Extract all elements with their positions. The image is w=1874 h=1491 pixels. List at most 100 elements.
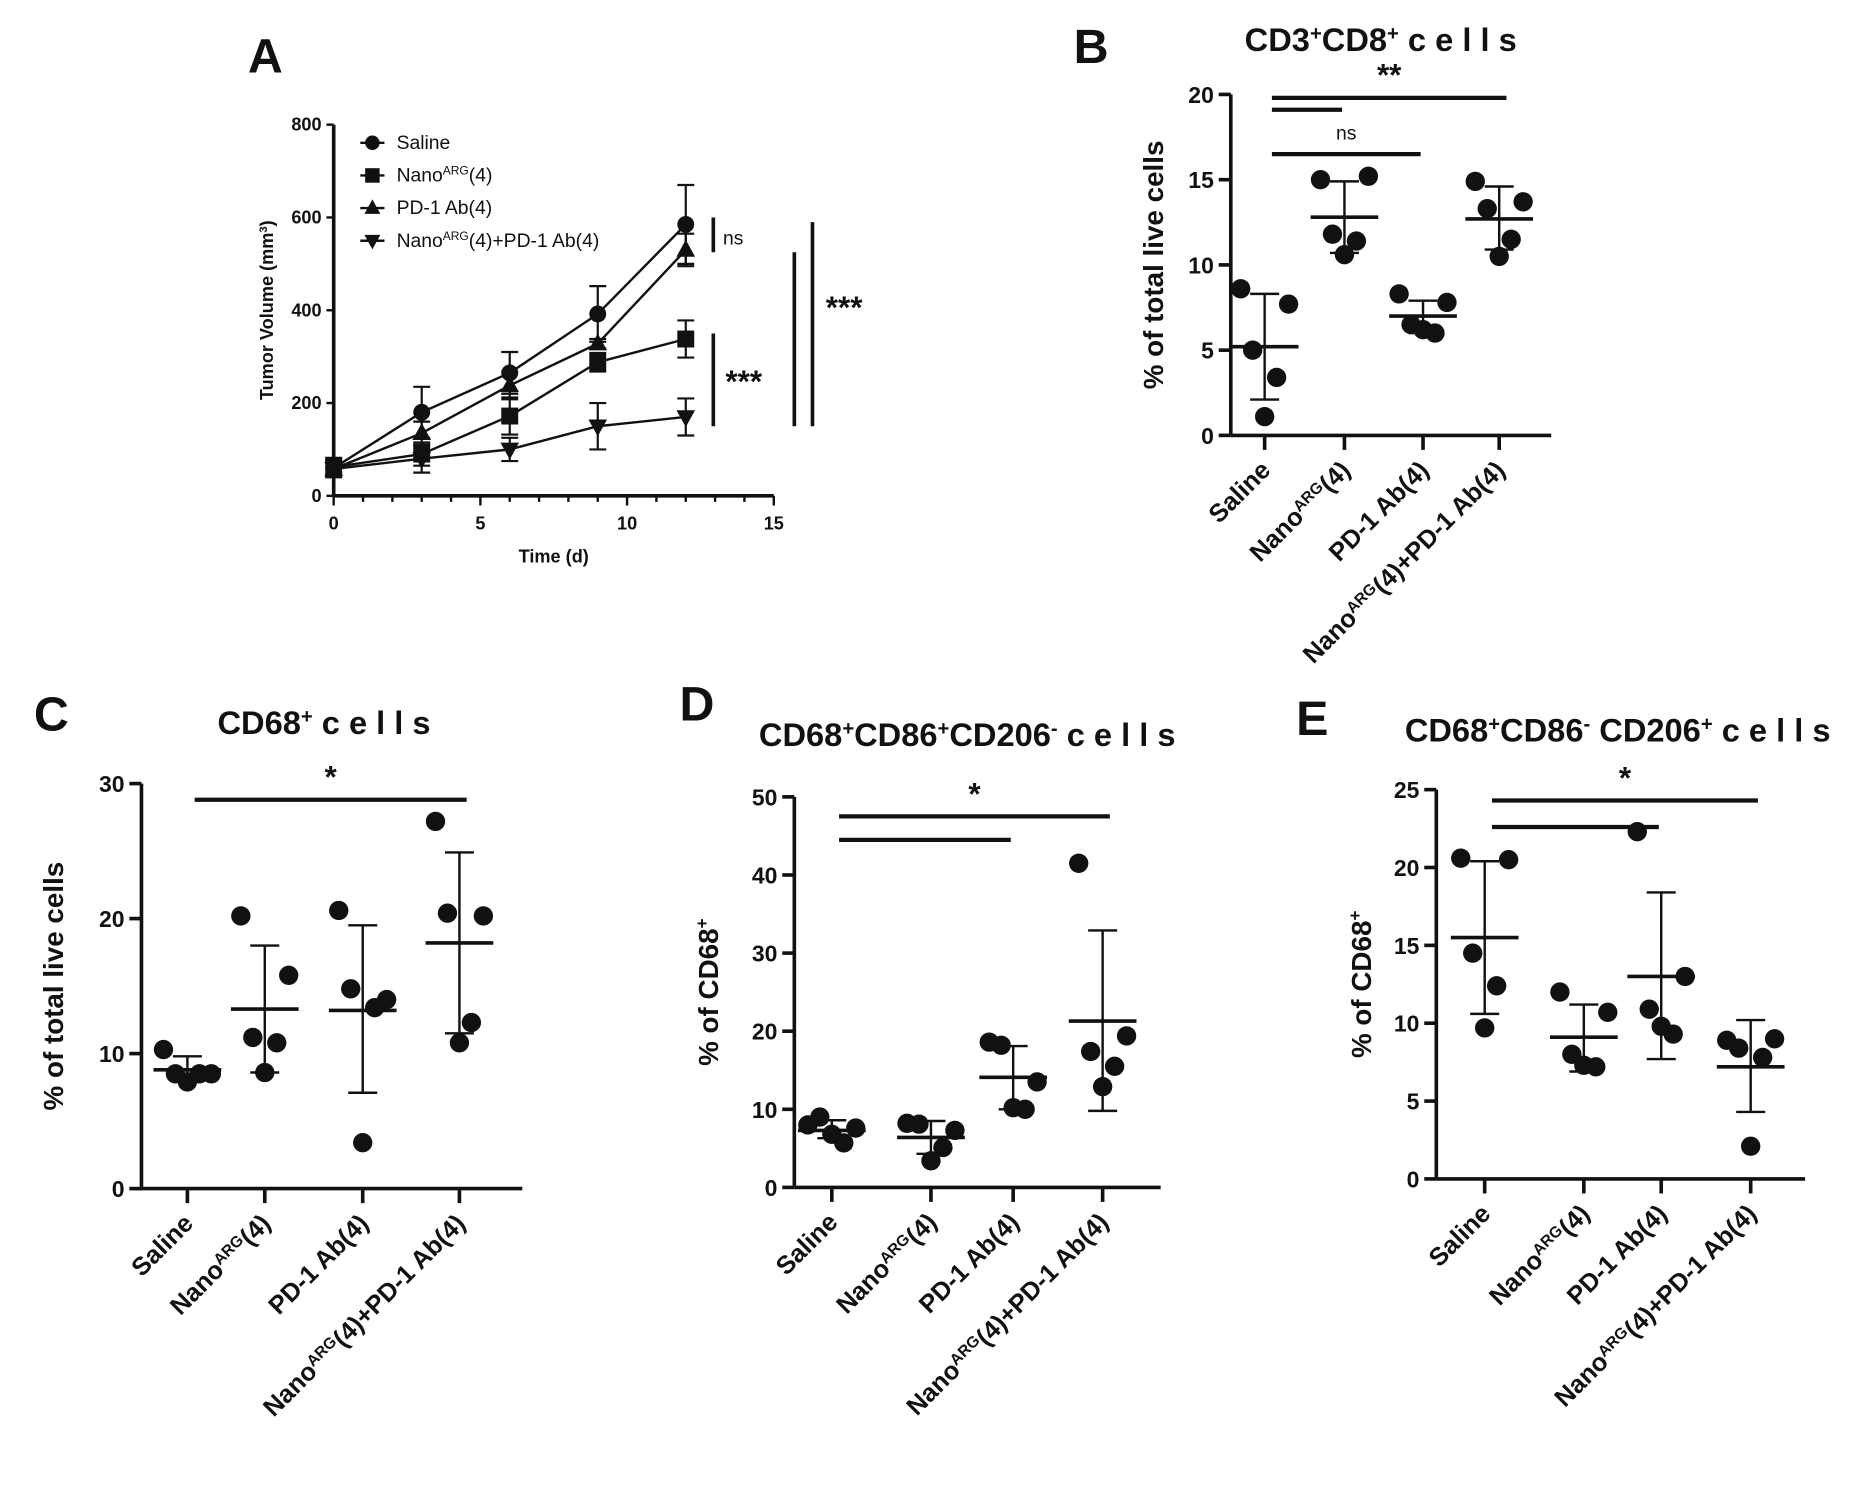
data-point bbox=[1231, 279, 1251, 299]
data-point bbox=[365, 998, 385, 1018]
y-axis-label: % of CD68+ bbox=[692, 918, 724, 1066]
superscript: - bbox=[1051, 718, 1058, 740]
text-segment: % of total live cells bbox=[38, 862, 69, 1111]
data-point bbox=[1243, 340, 1263, 360]
y-tick-label: 10 bbox=[99, 1041, 125, 1067]
superscript: + bbox=[938, 718, 950, 740]
data-point bbox=[329, 900, 349, 921]
panel-e: E CD68+CD86- CD206+ c e l l s0510152025% … bbox=[1296, 692, 1830, 1412]
text-segment: CD3 bbox=[1245, 21, 1310, 58]
series-triangle-down bbox=[324, 397, 696, 480]
text-segment: % of CD68 bbox=[1346, 921, 1377, 1058]
superscript: + bbox=[1701, 713, 1713, 735]
category-label: NanoARG(4)+PD-1 Ab(4) bbox=[258, 1209, 471, 1422]
data-point bbox=[1475, 1018, 1495, 1038]
text-segment: CD86 bbox=[1500, 711, 1583, 748]
significance-label: ** bbox=[1377, 58, 1402, 93]
superscript: + bbox=[692, 918, 712, 928]
data-point bbox=[500, 375, 520, 393]
data-point bbox=[677, 215, 695, 233]
group bbox=[1716, 1018, 1785, 1194]
data-point bbox=[1729, 1038, 1749, 1058]
data-point bbox=[1278, 294, 1299, 314]
data-point bbox=[437, 903, 458, 923]
y-tick-label: 5 bbox=[1407, 1089, 1420, 1115]
superscript: + bbox=[1310, 23, 1322, 45]
data-point bbox=[412, 423, 432, 440]
y-tick-label: 600 bbox=[291, 208, 321, 228]
panel-letter-b: B bbox=[1074, 20, 1109, 74]
text-segment: c e l l s bbox=[1713, 711, 1831, 748]
text-segment: Saline bbox=[1203, 456, 1276, 529]
data-point bbox=[500, 442, 520, 460]
x-tick-label: 10 bbox=[617, 514, 637, 534]
data-point bbox=[425, 811, 446, 832]
data-point bbox=[1598, 1002, 1618, 1022]
superscript: + bbox=[1387, 23, 1399, 45]
data-point bbox=[1451, 848, 1471, 868]
y-tick-label: 15 bbox=[1188, 167, 1214, 193]
text-segment: CD8 bbox=[1322, 21, 1387, 58]
significance-label: *** bbox=[725, 364, 762, 399]
text-segment: Nano bbox=[397, 230, 443, 252]
panel-a: A 0 200 400 600 800 0 5 10 15 Time (d) Tumor Volume… bbox=[248, 30, 863, 567]
data-point bbox=[1322, 224, 1343, 244]
group bbox=[897, 1113, 965, 1202]
group bbox=[797, 1107, 866, 1202]
x-tick-label: 0 bbox=[329, 514, 339, 534]
data-point bbox=[1027, 1072, 1047, 1092]
data-point bbox=[1104, 1056, 1125, 1077]
data-point bbox=[1486, 976, 1507, 996]
text-segment: PD-1 Ab(4) bbox=[397, 197, 493, 219]
text-segment: % of total live cells bbox=[1138, 141, 1169, 390]
group bbox=[979, 1032, 1048, 1202]
text-segment: ) bbox=[257, 220, 277, 226]
text-segment: CD68 bbox=[759, 716, 842, 753]
data-point bbox=[501, 407, 519, 425]
data-point bbox=[676, 410, 696, 428]
data-point bbox=[1477, 198, 1497, 219]
text-segment: CD206 bbox=[949, 716, 1051, 753]
data-point bbox=[1266, 367, 1287, 388]
text-segment: % of CD68 bbox=[693, 928, 724, 1065]
text-segment: Saline bbox=[1424, 1200, 1497, 1273]
data-point bbox=[1116, 1026, 1137, 1046]
y-tick-label: 10 bbox=[1188, 252, 1214, 278]
y-tick-label: 10 bbox=[752, 1097, 778, 1123]
legend-marker bbox=[364, 199, 381, 214]
panel-letter-e: E bbox=[1296, 692, 1328, 746]
data-point bbox=[461, 1012, 482, 1033]
legend-marker bbox=[364, 234, 381, 250]
legend-entry: PD-1 Ab(4) bbox=[397, 197, 493, 219]
data-point bbox=[1310, 170, 1331, 190]
y-tick-label: 15 bbox=[1394, 933, 1420, 959]
text-segment: c e l l s bbox=[313, 704, 431, 741]
legend-entry: Saline bbox=[397, 132, 451, 154]
data-point bbox=[588, 333, 608, 351]
group bbox=[1389, 284, 1457, 450]
data-point bbox=[677, 330, 695, 348]
chart-title: CD68+CD86+CD206- c e l l s bbox=[759, 716, 1176, 753]
text-segment: c e l l s bbox=[1399, 21, 1517, 58]
significance-label: ns bbox=[1336, 123, 1356, 145]
panel-letter-c: C bbox=[34, 687, 69, 741]
y-tick-label: 20 bbox=[752, 1019, 778, 1045]
data-point bbox=[589, 353, 607, 371]
y-axis-label: % of total live cells bbox=[1138, 141, 1169, 390]
y-tick-label: 40 bbox=[752, 862, 778, 888]
superscript: + bbox=[1488, 713, 1500, 735]
y-tick-label: 200 bbox=[291, 393, 321, 413]
data-point bbox=[945, 1120, 965, 1141]
data-point bbox=[1346, 231, 1367, 251]
text-segment: Saline bbox=[771, 1208, 844, 1281]
text-segment: Saline bbox=[126, 1209, 199, 1282]
data-point bbox=[1550, 982, 1570, 1002]
data-point bbox=[846, 1118, 866, 1138]
data-point bbox=[1741, 1136, 1761, 1156]
superscript: + bbox=[842, 718, 854, 740]
y-tick-label: 800 bbox=[291, 115, 321, 135]
group bbox=[1310, 166, 1379, 450]
y-tick-label: 5 bbox=[1201, 338, 1214, 364]
superscript: 3 bbox=[258, 226, 270, 232]
